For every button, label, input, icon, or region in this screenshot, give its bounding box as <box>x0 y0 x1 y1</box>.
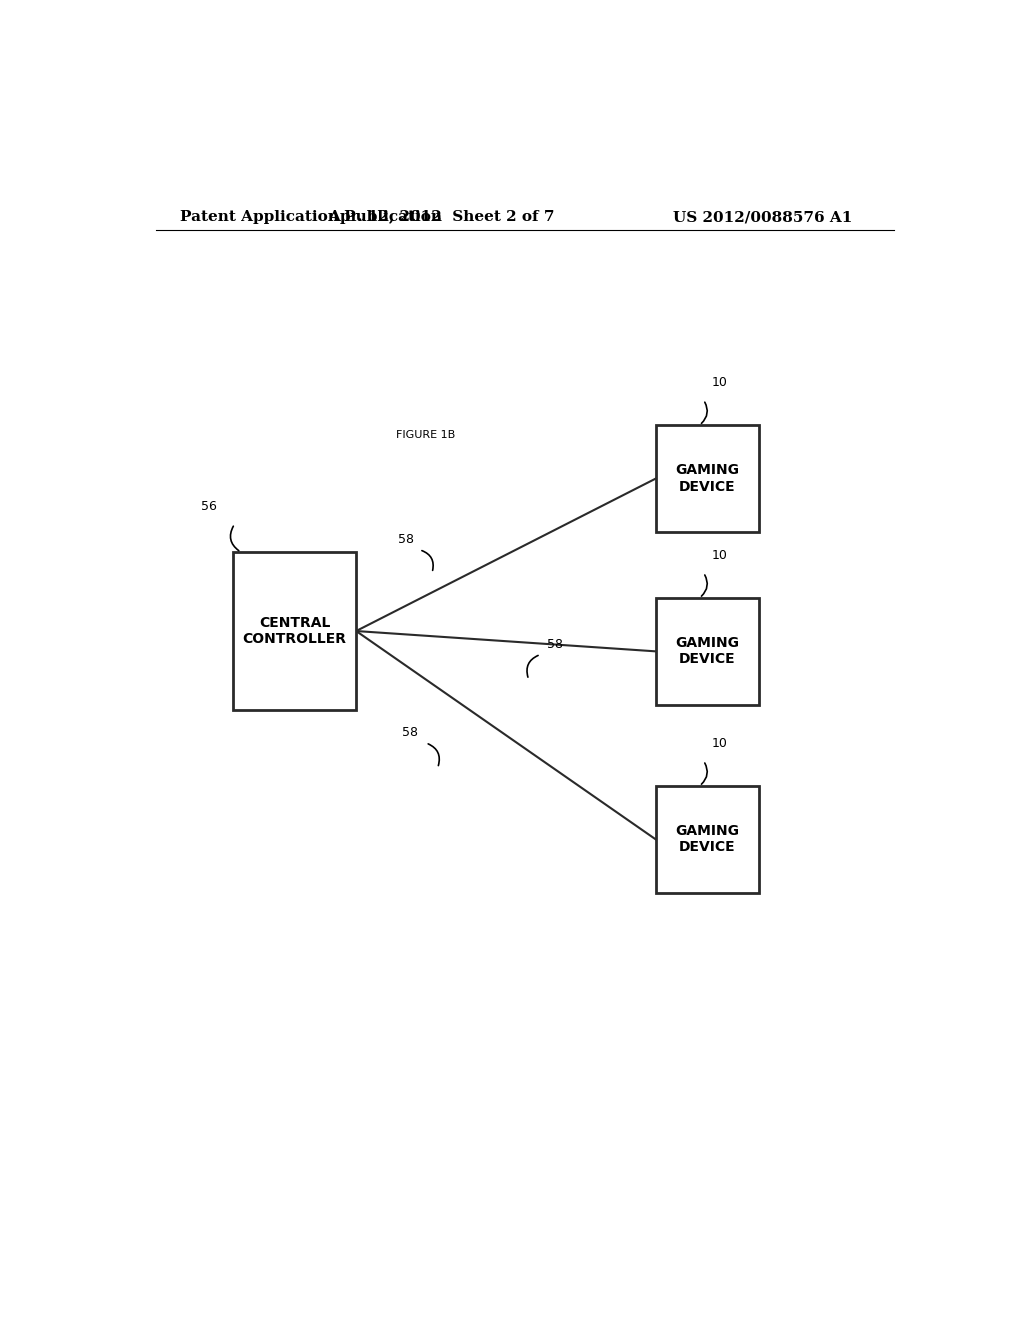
Text: US 2012/0088576 A1: US 2012/0088576 A1 <box>673 210 853 224</box>
Text: Patent Application Publication: Patent Application Publication <box>179 210 441 224</box>
Text: 10: 10 <box>712 737 727 750</box>
Text: GAMING
DEVICE: GAMING DEVICE <box>676 636 739 667</box>
Text: 58: 58 <box>401 726 418 739</box>
Bar <box>655 785 759 892</box>
Text: Apr. 12, 2012  Sheet 2 of 7: Apr. 12, 2012 Sheet 2 of 7 <box>329 210 555 224</box>
Text: 10: 10 <box>712 376 727 389</box>
Bar <box>655 598 759 705</box>
Text: GAMING
DEVICE: GAMING DEVICE <box>676 463 739 494</box>
Text: 58: 58 <box>397 533 414 546</box>
Text: CENTRAL
CONTROLLER: CENTRAL CONTROLLER <box>243 616 347 645</box>
Text: 56: 56 <box>202 500 217 513</box>
Text: FIGURE 1B: FIGURE 1B <box>396 430 456 440</box>
Bar <box>233 552 356 710</box>
Text: 58: 58 <box>547 638 563 651</box>
Text: 10: 10 <box>712 549 727 562</box>
Text: GAMING
DEVICE: GAMING DEVICE <box>676 824 739 854</box>
Bar <box>655 425 759 532</box>
